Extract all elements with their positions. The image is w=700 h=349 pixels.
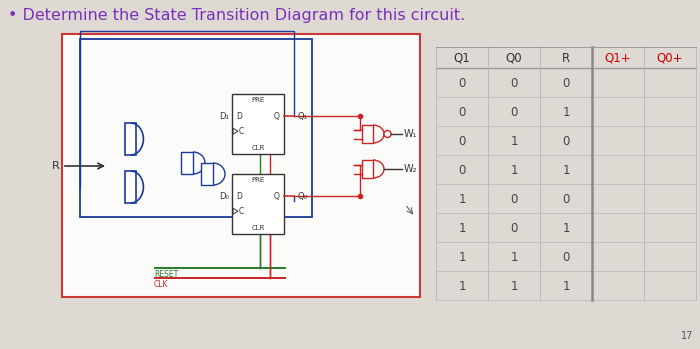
Text: 0: 0 <box>510 106 518 119</box>
Text: Q₀: Q₀ <box>298 192 308 201</box>
Text: 1: 1 <box>562 281 570 294</box>
Text: 1: 1 <box>510 251 518 265</box>
Text: 1: 1 <box>510 164 518 177</box>
Text: 1: 1 <box>458 281 466 294</box>
Text: RESET: RESET <box>154 270 178 279</box>
Text: • Determine the State Transition Diagram for this circuit.: • Determine the State Transition Diagram… <box>8 8 466 23</box>
Text: R: R <box>52 161 60 171</box>
Bar <box>125 123 136 155</box>
Text: PRE: PRE <box>251 97 265 103</box>
Bar <box>62 34 420 297</box>
Text: 1: 1 <box>458 193 466 207</box>
Text: D: D <box>236 112 242 121</box>
Text: R: R <box>562 52 570 65</box>
Text: C: C <box>239 127 244 136</box>
Text: Q1+: Q1+ <box>605 52 631 65</box>
Text: Q: Q <box>274 112 280 121</box>
Text: 0: 0 <box>510 222 518 236</box>
Text: CLK: CLK <box>154 280 169 289</box>
Bar <box>80 39 312 217</box>
Text: CLR: CLR <box>251 225 265 231</box>
Text: 1: 1 <box>510 281 518 294</box>
Circle shape <box>384 131 391 138</box>
Text: D: D <box>236 192 242 201</box>
Text: 17: 17 <box>680 331 693 341</box>
Bar <box>232 94 284 154</box>
Bar <box>362 125 373 143</box>
Text: 0: 0 <box>458 106 466 119</box>
Text: 0: 0 <box>458 135 466 148</box>
Text: 1: 1 <box>562 106 570 119</box>
Text: 0: 0 <box>562 193 570 207</box>
Text: Q₁: Q₁ <box>298 112 308 121</box>
Bar <box>232 174 284 234</box>
Text: 0: 0 <box>458 77 466 90</box>
Text: 0: 0 <box>562 77 570 90</box>
Text: 0: 0 <box>510 193 518 207</box>
Text: 0: 0 <box>458 164 466 177</box>
Text: C: C <box>239 207 244 216</box>
Text: 0: 0 <box>562 135 570 148</box>
Bar <box>181 152 193 174</box>
Bar <box>362 160 373 178</box>
Text: PRE: PRE <box>251 177 265 183</box>
Text: Q: Q <box>274 192 280 201</box>
Text: 1: 1 <box>510 135 518 148</box>
Text: 1: 1 <box>458 251 466 265</box>
Text: 1: 1 <box>458 222 466 236</box>
Bar <box>125 171 136 203</box>
Text: 1: 1 <box>562 222 570 236</box>
Text: 0: 0 <box>562 251 570 265</box>
Text: W₂: W₂ <box>404 164 417 174</box>
Text: CLR: CLR <box>251 145 265 151</box>
Text: D₁: D₁ <box>219 112 229 121</box>
Text: 1: 1 <box>562 164 570 177</box>
Text: 0: 0 <box>510 77 518 90</box>
Text: Q1: Q1 <box>454 52 470 65</box>
Text: D₀: D₀ <box>219 192 229 201</box>
Text: W₁: W₁ <box>404 129 417 139</box>
Text: Q0: Q0 <box>505 52 522 65</box>
Text: Q0+: Q0+ <box>657 52 683 65</box>
Bar <box>201 163 213 185</box>
